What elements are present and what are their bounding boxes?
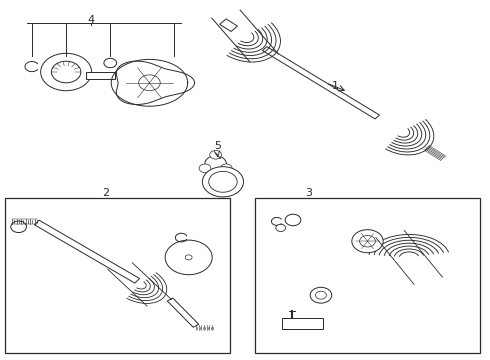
Text: 4: 4 [87, 15, 94, 25]
Circle shape [41, 53, 92, 91]
Polygon shape [34, 220, 140, 283]
Bar [255, 198, 480, 353]
Bar [5, 198, 230, 353]
Text: 2: 2 [102, 188, 109, 198]
Text: 5: 5 [215, 141, 221, 151]
Circle shape [310, 287, 332, 303]
Circle shape [199, 164, 211, 173]
Circle shape [220, 164, 232, 173]
Polygon shape [220, 19, 238, 32]
Circle shape [104, 58, 117, 68]
Circle shape [352, 230, 383, 253]
Circle shape [11, 221, 26, 233]
Circle shape [165, 240, 212, 275]
Circle shape [202, 167, 244, 197]
Circle shape [276, 224, 286, 231]
Bar [282, 318, 323, 329]
Circle shape [210, 150, 221, 159]
Circle shape [209, 171, 237, 192]
Text: 1: 1 [332, 81, 339, 91]
Circle shape [51, 61, 81, 83]
Circle shape [185, 255, 192, 260]
Circle shape [285, 214, 301, 226]
Circle shape [205, 156, 226, 172]
Circle shape [360, 235, 375, 247]
Text: 3: 3 [305, 188, 312, 198]
Polygon shape [86, 72, 115, 79]
Polygon shape [167, 298, 199, 327]
Circle shape [316, 291, 326, 299]
Polygon shape [263, 47, 379, 119]
Circle shape [139, 75, 160, 91]
